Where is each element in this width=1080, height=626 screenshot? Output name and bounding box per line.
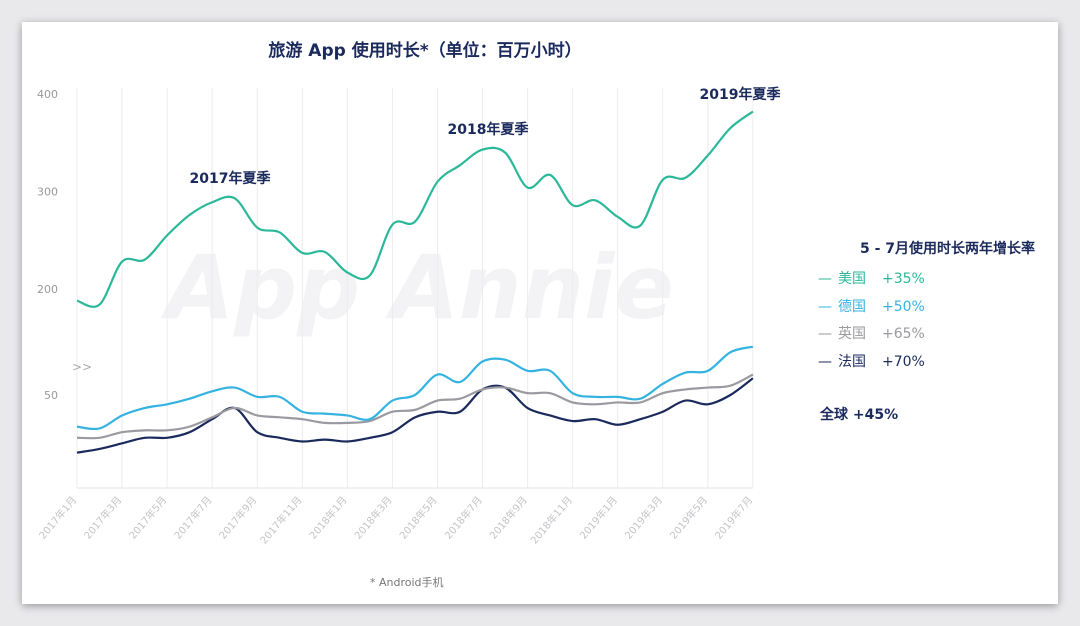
legend-item: — 英国 +65% <box>818 323 1035 351</box>
x-tick-label: 2019年1月 <box>577 494 620 542</box>
y-tick-label: 50 <box>44 389 58 402</box>
annotation-2017-summer: 2017年夏季 <box>190 170 271 187</box>
legend: 5 - 7月使用时长两年增长率 — 美国 +35% — 德国 +50% — 英国 +65% — 法国… <box>818 238 1035 378</box>
legend-country: 英国 <box>838 326 866 342</box>
x-tick-label: 2017年3月 <box>81 494 124 542</box>
legend-dash-icon: — <box>818 298 832 315</box>
x-tick-label: 2018年11月 <box>528 494 575 547</box>
legend-growth: +35% <box>882 271 925 287</box>
x-tick-label: 2017年11月 <box>257 494 304 547</box>
series-line-美国 <box>76 110 754 308</box>
x-tick-label: 2019年5月 <box>667 494 710 542</box>
x-tick-label: 2019年3月 <box>622 494 665 542</box>
x-tick-label: 2018年5月 <box>397 494 440 542</box>
legend-dash-icon: — <box>818 271 832 287</box>
x-tick-label: 2019年7月 <box>712 494 755 542</box>
watermark: App Annie <box>160 236 674 339</box>
x-tick-label: 2018年7月 <box>442 494 485 542</box>
legend-growth: +65% <box>882 326 925 342</box>
x-tick-label: 2017年5月 <box>126 494 169 542</box>
x-tick-label: 2018年3月 <box>351 494 394 542</box>
annotation-2019-summer: 2019年夏季 <box>700 86 781 103</box>
legend-country: 德国 <box>838 298 866 315</box>
legend-dash-icon: — <box>818 353 832 370</box>
x-tick-label: 2017年7月 <box>171 494 214 542</box>
series-line-德国 <box>76 345 754 431</box>
y-tick-label: 400 <box>37 88 58 101</box>
legend-item: — 法国 +70% <box>818 351 1035 379</box>
x-tick-label: 2018年1月 <box>306 494 349 542</box>
chart-card <box>22 22 1058 604</box>
global-growth: 全球 +45% <box>820 407 899 423</box>
y-tick-label: 200 <box>37 283 58 296</box>
x-tick-label: 2017年9月 <box>216 494 259 542</box>
axis-break-marker: >> <box>72 360 92 374</box>
legend-growth: +50% <box>882 298 925 315</box>
chart-title: 旅游 App 使用时长*（单位：百万小时） <box>268 41 582 61</box>
annotation-2018-summer: 2018年夏季 <box>448 121 529 138</box>
legend-country: 法国 <box>838 353 866 370</box>
legend-growth: +70% <box>882 353 925 370</box>
x-tick-label: 2018年9月 <box>487 494 530 542</box>
legend-title: 5 - 7月使用时长两年增长率 <box>860 241 1036 257</box>
legend-country: 美国 <box>838 271 866 287</box>
legend-item: — 美国 +35% <box>818 268 1035 296</box>
series-line-法国 <box>76 377 754 454</box>
y-tick-label: 300 <box>37 186 58 199</box>
series-line-英国 <box>76 373 754 440</box>
legend-dash-icon: — <box>818 326 832 342</box>
x-tick-label: 2017年1月 <box>36 494 79 542</box>
legend-item: — 德国 +50% <box>818 296 1035 324</box>
footnote: * Android手机 <box>370 576 444 589</box>
